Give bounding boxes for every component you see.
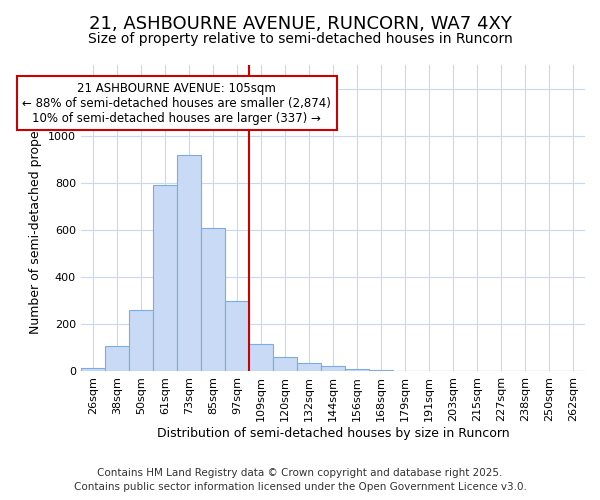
Bar <box>153 185 177 372</box>
Bar <box>129 310 153 372</box>
Bar <box>81 368 105 372</box>
Bar <box>297 362 321 372</box>
Bar <box>321 366 345 372</box>
X-axis label: Distribution of semi-detached houses by size in Runcorn: Distribution of semi-detached houses by … <box>157 427 509 440</box>
Bar <box>225 300 249 372</box>
Text: 21, ASHBOURNE AVENUE, RUNCORN, WA7 4XY: 21, ASHBOURNE AVENUE, RUNCORN, WA7 4XY <box>89 15 511 33</box>
Y-axis label: Number of semi-detached properties: Number of semi-detached properties <box>29 102 43 334</box>
Bar <box>345 368 369 372</box>
Text: Contains HM Land Registry data © Crown copyright and database right 2025.
Contai: Contains HM Land Registry data © Crown c… <box>74 468 526 492</box>
Bar <box>369 370 393 372</box>
Bar <box>201 228 225 372</box>
Bar <box>249 344 273 372</box>
Bar <box>177 154 201 372</box>
Bar <box>273 358 297 372</box>
Bar <box>105 346 129 372</box>
Text: Size of property relative to semi-detached houses in Runcorn: Size of property relative to semi-detach… <box>88 32 512 46</box>
Text: 21 ASHBOURNE AVENUE: 105sqm
← 88% of semi-detached houses are smaller (2,874)
10: 21 ASHBOURNE AVENUE: 105sqm ← 88% of sem… <box>22 82 331 124</box>
